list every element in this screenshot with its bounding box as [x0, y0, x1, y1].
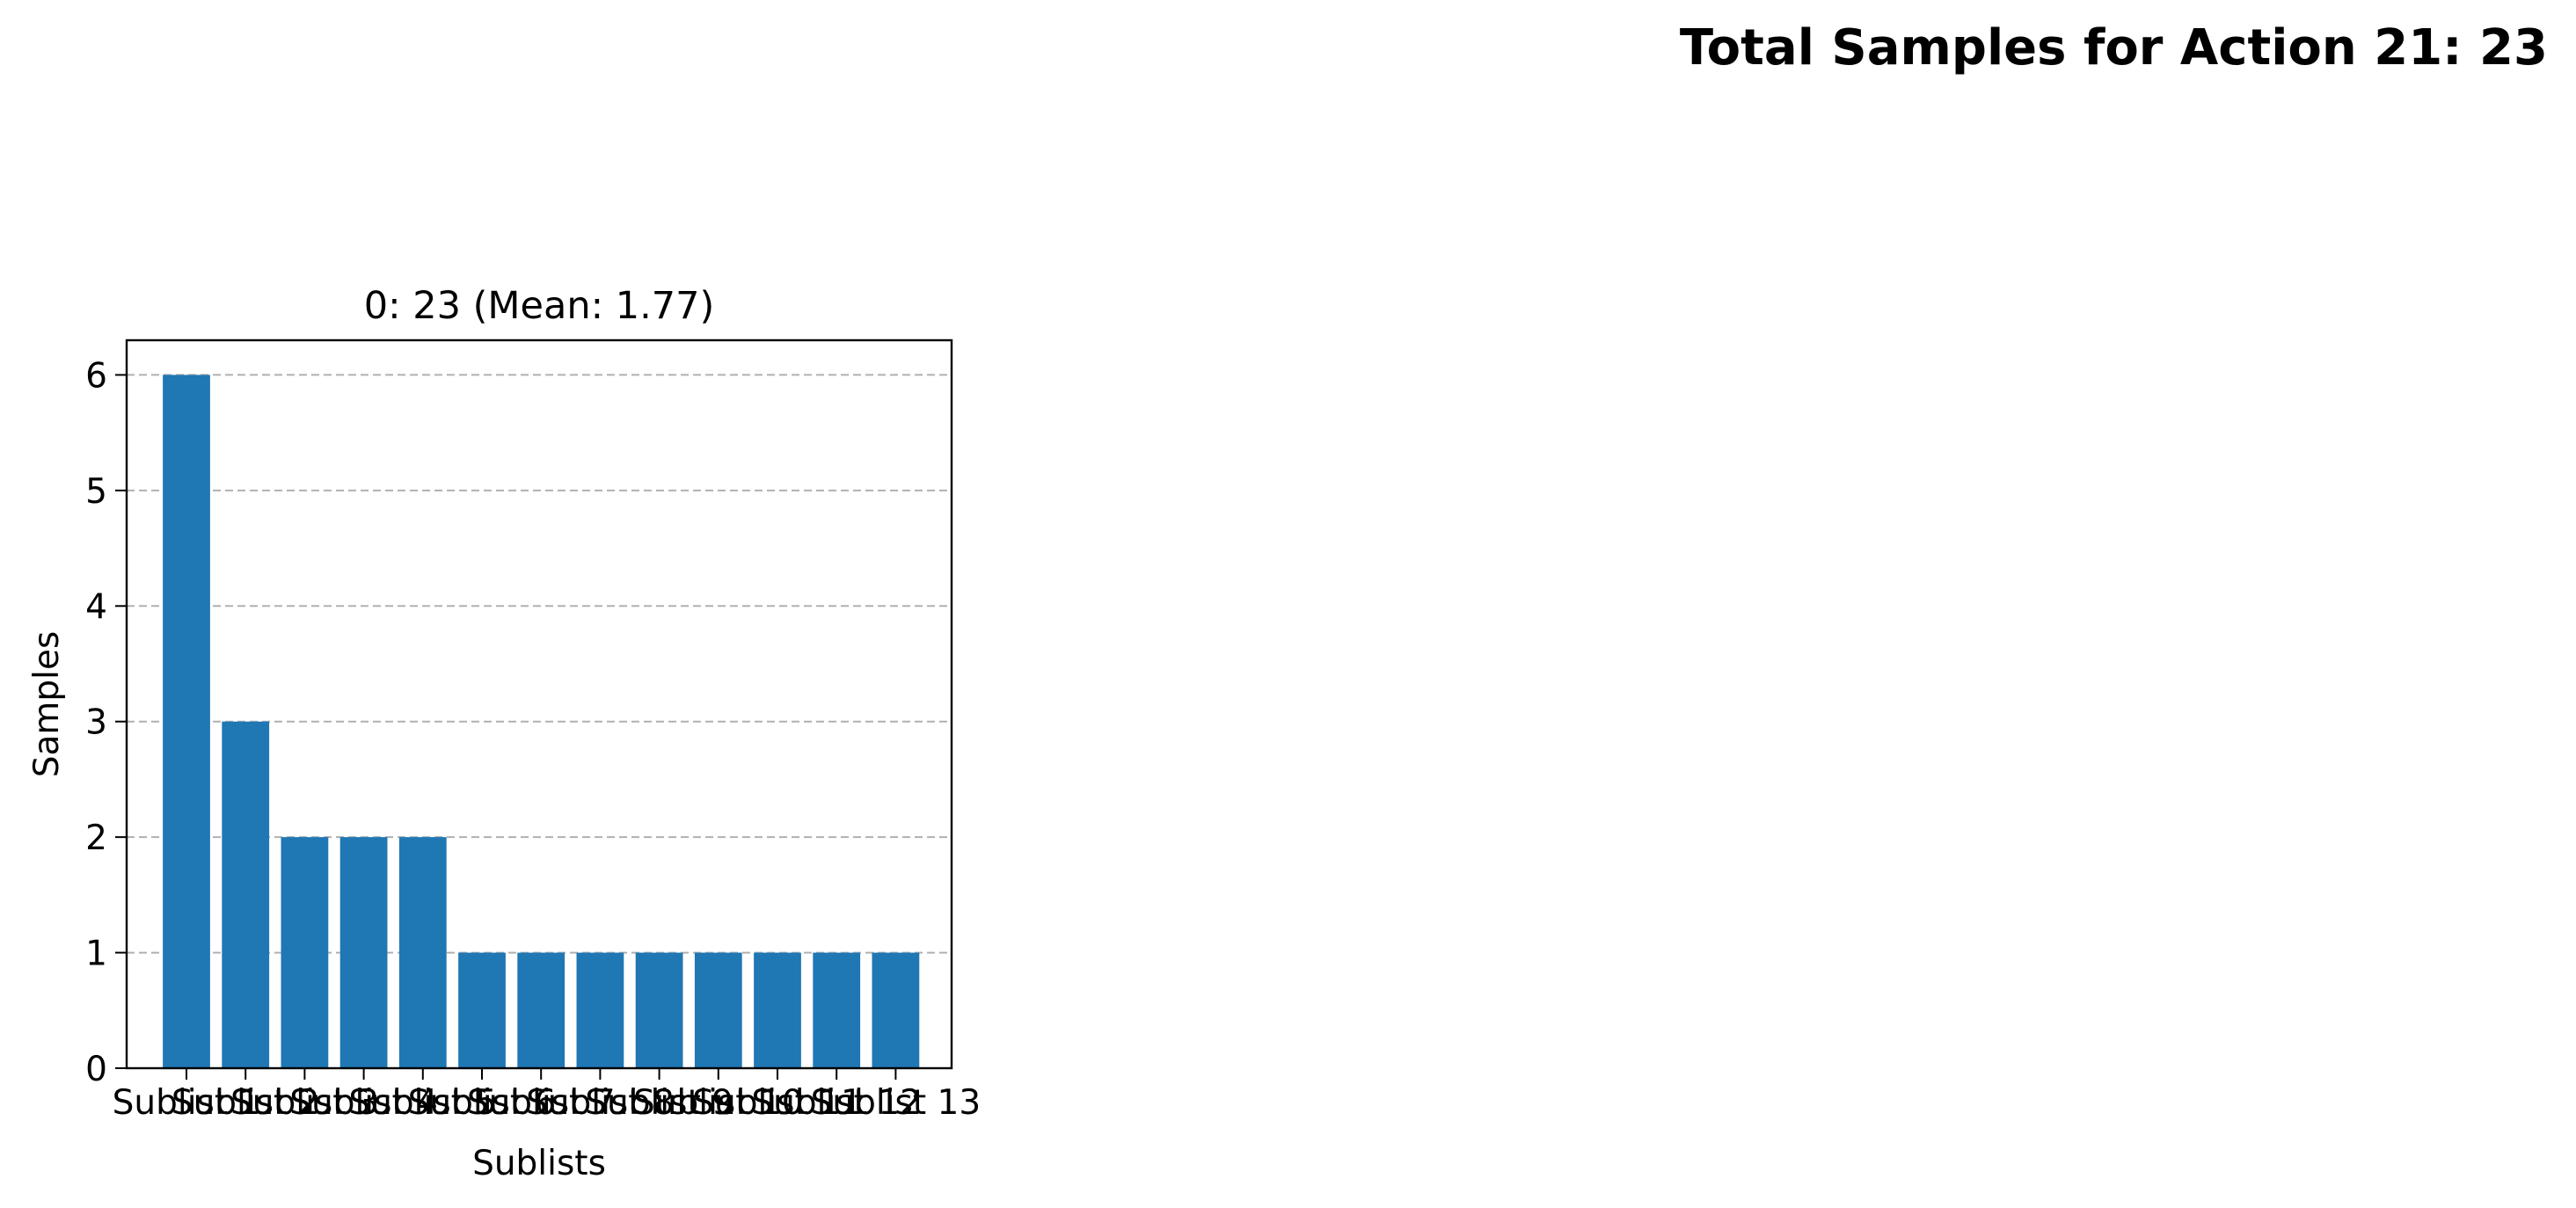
x-tick-label: Sublist 13: [811, 1083, 982, 1123]
axes-frame: [125, 338, 953, 1070]
x-tick-label: Sublist 7: [467, 1083, 616, 1123]
x-tick-label: Sublist 2: [171, 1083, 320, 1123]
y-tick-label: 6: [85, 356, 107, 396]
bar: [872, 952, 920, 1068]
x-axis-label: Sublists: [472, 1144, 606, 1183]
x-tick-label: Sublist 8: [526, 1083, 675, 1123]
bar: [635, 952, 683, 1068]
x-tick-label: Sublist 4: [289, 1083, 438, 1123]
bar-series: [163, 375, 920, 1068]
x-tick-label: Sublist 1: [113, 1083, 261, 1123]
y-tick-label: 3: [85, 703, 107, 743]
x-tick-label: Sublist 10: [633, 1083, 804, 1123]
x-tick-label: Sublist 6: [408, 1083, 557, 1123]
bar: [754, 952, 801, 1068]
x-tick-label: Sublist 9: [585, 1083, 733, 1123]
bar: [694, 952, 742, 1068]
figure-suptitle: Total Samples for Action 21: 23: [1679, 19, 2548, 76]
x-tick-label: Sublist 12: [751, 1083, 922, 1123]
bar: [163, 375, 210, 1068]
x-tick-label: Sublist 5: [348, 1083, 497, 1123]
bar: [517, 952, 566, 1068]
bar: [222, 721, 270, 1068]
y-tick-label: 2: [85, 819, 107, 858]
x-tick-label: Sublist 3: [230, 1083, 379, 1123]
bar: [281, 837, 329, 1068]
bar: [576, 952, 624, 1068]
y-axis-ticks: 0 1 2 3 4 5 6: [85, 356, 127, 1089]
bar: [339, 837, 388, 1068]
y-tick-label: 0: [85, 1050, 107, 1089]
y-tick-label: 5: [85, 472, 107, 512]
bar: [813, 952, 861, 1068]
chart-title: 0: 23 (Mean: 1.77): [364, 284, 715, 328]
bar: [458, 952, 506, 1068]
bar: [398, 837, 447, 1068]
x-tick-label: Sublist 11: [692, 1083, 863, 1123]
y-tick-label: 1: [85, 935, 107, 974]
y-axis-label: Samples: [27, 631, 67, 778]
y-tick-label: 4: [85, 587, 107, 627]
